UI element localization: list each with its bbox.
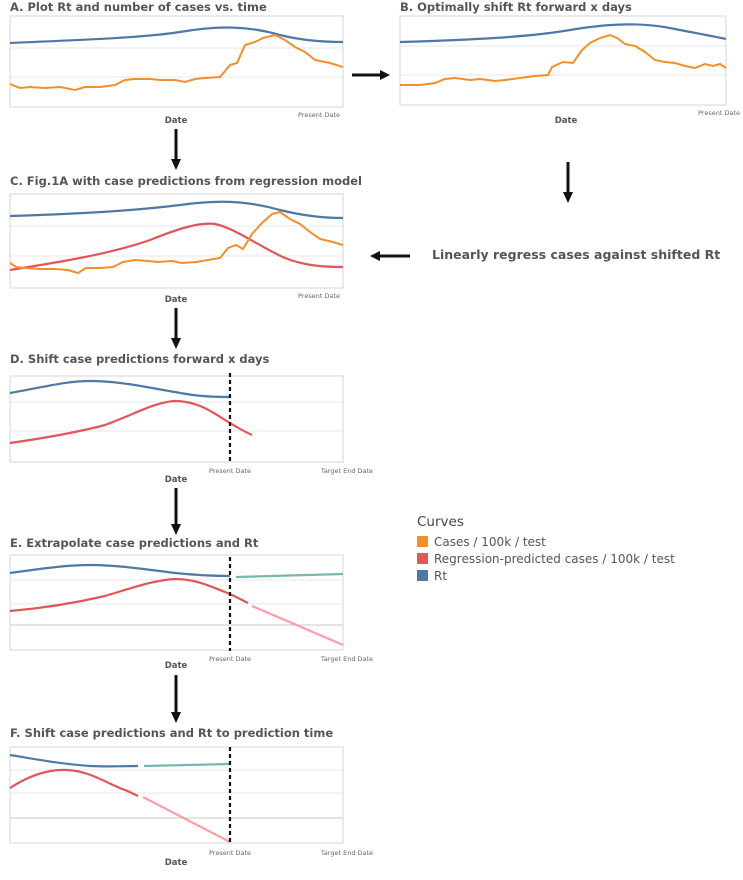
panel-d: D. Shift case predictions forward x days…	[9, 352, 373, 485]
arrow-c-to-d	[171, 308, 181, 349]
panel-b-title: B. Optimally shift Rt forward x days	[400, 0, 632, 14]
panel-b-rt-curve	[400, 23, 726, 44]
legend-swatch-rt	[417, 570, 428, 581]
panel-f-present-label: Present Date	[209, 849, 251, 857]
legend-label-cases: Cases / 100k / test	[434, 534, 546, 549]
panel-d-present-label: Present Date	[209, 467, 251, 475]
legend-swatch-cases	[417, 536, 428, 547]
panel-c-xlabel: Date	[165, 295, 188, 305]
panel-e-frame	[9, 554, 344, 651]
legend-item: Cases / 100k / test	[417, 533, 675, 550]
legend: Curves Cases / 100k / test Regression-pr…	[417, 514, 675, 584]
arrow-a-to-c	[171, 129, 181, 170]
panel-d-rt-curve	[9, 379, 231, 399]
legend-item: Rt	[417, 567, 675, 584]
panel-f-xlabel: Date	[165, 858, 188, 868]
panel-a-xlabel: Date	[165, 116, 188, 126]
panel-f-extrapolated-cases	[142, 796, 231, 843]
arrow-b-to-regress	[563, 162, 573, 203]
legend-label-predicted: Regression-predicted cases / 100k / test	[434, 551, 675, 566]
panel-a-present-label: Present Date	[298, 111, 340, 119]
panel-d-xlabel: Date	[165, 475, 188, 485]
panel-c: C. Fig.1A with case predictions from reg…	[9, 174, 362, 305]
panel-b-cases-curve	[400, 33, 726, 86]
panel-d-title: D. Shift case predictions forward x days	[10, 352, 270, 366]
panel-c-title: C. Fig.1A with case predictions from reg…	[10, 174, 362, 188]
panel-e-title: E. Extrapolate case predictions and Rt	[10, 536, 259, 550]
panel-e-predicted-curve	[9, 577, 249, 613]
legend-swatch-predicted	[417, 553, 428, 564]
panel-b-present-label: Present Date	[698, 109, 740, 117]
legend-label-rt: Rt	[434, 568, 448, 583]
panel-f-target-label: Target End Date	[320, 849, 373, 857]
panel-a-title: A. Plot Rt and number of cases vs. time	[10, 0, 267, 14]
arrow-e-to-f	[171, 675, 181, 723]
panel-c-rt-curve	[10, 200, 343, 220]
panel-a-cases-curve	[10, 33, 343, 92]
panel-d-target-label: Target End Date	[320, 467, 373, 475]
arrow-regress-to-c	[370, 251, 410, 261]
panel-c-cases-curve	[10, 210, 343, 275]
panel-f-frame	[9, 746, 344, 844]
panel-b-xlabel: Date	[555, 116, 578, 126]
panel-b-frame	[399, 15, 727, 106]
panel-c-predicted-curve	[10, 222, 343, 272]
panel-e-target-label: Target End Date	[320, 655, 373, 663]
panel-f-title: F. Shift case predictions and Rt to pred…	[10, 726, 333, 740]
arrow-d-to-e	[171, 488, 181, 535]
panel-d-predicted-curve	[9, 399, 253, 445]
panel-a-rt-curve	[10, 26, 343, 45]
panel-f-extrapolated-rt	[143, 762, 231, 768]
panel-b: B. Optimally shift Rt forward x days Pre…	[399, 0, 740, 126]
panel-f-predicted-curve	[9, 768, 139, 797]
panel-f: F. Shift case predictions and Rt to pred…	[9, 726, 373, 868]
panel-a-frame	[9, 15, 344, 108]
panel-e-xlabel: Date	[165, 661, 188, 671]
panel-e-present-label: Present Date	[209, 655, 251, 663]
legend-title: Curves	[417, 514, 464, 530]
regress-step-label: Linearly regress cases against shifted R…	[432, 247, 720, 262]
panel-e-extrapolated-cases	[251, 604, 344, 647]
panel-a: A. Plot Rt and number of cases vs. time …	[9, 0, 344, 126]
panel-e-rt-curve	[9, 563, 231, 578]
panel-f-rt-curve	[9, 753, 139, 768]
panel-c-frame	[9, 193, 344, 289]
legend-item: Regression-predicted cases / 100k / test	[417, 550, 675, 567]
panel-e-extrapolated-rt	[235, 572, 344, 579]
arrow-a-to-b	[352, 70, 390, 80]
panel-d-frame	[9, 375, 344, 463]
panel-c-present-label: Present Date	[298, 292, 340, 300]
panel-e: E. Extrapolate case predictions and Rt P…	[9, 536, 373, 671]
